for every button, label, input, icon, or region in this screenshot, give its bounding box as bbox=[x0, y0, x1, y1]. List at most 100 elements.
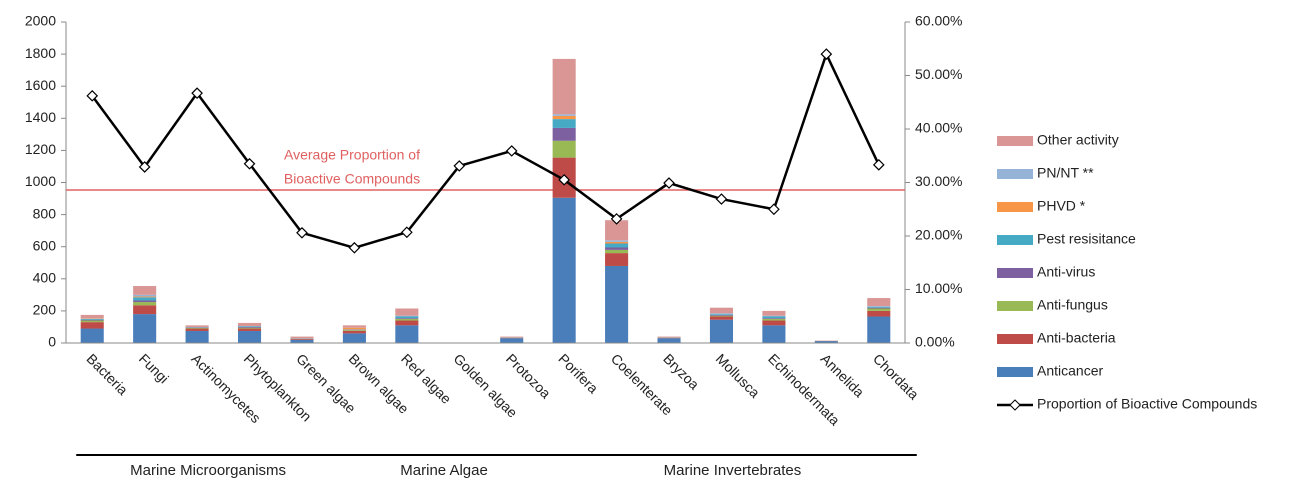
bar-segment bbox=[290, 338, 314, 340]
y2-tick-label: 40.00% bbox=[915, 120, 962, 136]
legend-swatch bbox=[997, 268, 1033, 278]
y2-tick-label: 20.00% bbox=[915, 227, 962, 243]
bar-segment bbox=[709, 315, 734, 317]
line-marker bbox=[296, 226, 308, 239]
line-marker bbox=[872, 158, 885, 171]
bar-segment bbox=[237, 326, 262, 328]
y-tick-label: 0 bbox=[48, 334, 56, 350]
bar-segment bbox=[342, 333, 366, 343]
x-tick-label: Porifera bbox=[555, 350, 601, 396]
bar-segment bbox=[709, 316, 734, 320]
bar-segment bbox=[80, 328, 104, 343]
y-tick-label: 800 bbox=[33, 205, 57, 221]
line-marker bbox=[400, 226, 413, 239]
legend-label: PHVD * bbox=[1037, 198, 1086, 214]
legend-label: Anti-bacteria bbox=[1037, 330, 1116, 346]
bar-segment bbox=[762, 310, 786, 316]
bar-segment bbox=[500, 338, 524, 343]
line-marker bbox=[663, 177, 675, 189]
bar-segment bbox=[133, 302, 157, 306]
y2-tick-label: 10.00% bbox=[915, 280, 962, 296]
bar-segment bbox=[867, 310, 891, 317]
x-tick-label: Annelida bbox=[818, 350, 868, 400]
y-tick-label: 400 bbox=[33, 270, 57, 286]
y2-tick-label: 0.00% bbox=[915, 334, 955, 350]
y-tick-label: 1400 bbox=[25, 109, 56, 125]
y-tick-label: 600 bbox=[33, 237, 57, 253]
bar-segment bbox=[552, 140, 576, 158]
bar-segment bbox=[237, 330, 262, 343]
line-marker bbox=[243, 157, 256, 170]
proportion-line bbox=[91, 50, 880, 250]
line-marker bbox=[768, 203, 780, 216]
bar-segment bbox=[605, 241, 629, 244]
bar-segment bbox=[80, 322, 104, 329]
line-marker bbox=[820, 48, 833, 60]
bar-segment bbox=[605, 243, 629, 248]
bar-segment bbox=[709, 307, 734, 314]
legend-swatch bbox=[997, 235, 1033, 245]
bar-segment bbox=[762, 315, 786, 317]
bar-segment bbox=[395, 308, 419, 316]
average-label: Average Proportion of bbox=[284, 147, 420, 163]
bar-segment bbox=[237, 328, 262, 331]
line-marker bbox=[86, 89, 99, 102]
bar-segment bbox=[762, 318, 786, 321]
line-marker bbox=[348, 241, 361, 254]
bar-segment bbox=[605, 249, 629, 254]
average-label: Bioactive Compounds bbox=[284, 171, 420, 187]
bar-segment bbox=[133, 294, 157, 297]
y-tick-label: 2000 bbox=[25, 13, 56, 29]
bar-segment bbox=[605, 265, 629, 343]
legend-label: Pest resisitance bbox=[1037, 231, 1136, 247]
bar-segment bbox=[133, 300, 157, 303]
legend-label: Anticancer bbox=[1037, 363, 1103, 379]
bar-segment bbox=[395, 325, 419, 343]
bar-segment bbox=[133, 296, 157, 298]
bar-segment bbox=[552, 58, 576, 115]
bar-segment bbox=[395, 318, 419, 321]
bar-segment bbox=[395, 315, 419, 317]
bar-segment bbox=[552, 127, 576, 141]
bar-segment bbox=[605, 253, 629, 266]
bar-segment bbox=[867, 306, 891, 307]
line-marker bbox=[191, 87, 203, 100]
y2-tick-label: 30.00% bbox=[915, 173, 962, 189]
line-marker bbox=[715, 193, 728, 205]
legend-label: Proportion of Bioactive Compounds bbox=[1037, 396, 1257, 412]
bar-segment bbox=[657, 338, 681, 343]
x-tick-label: Red algae bbox=[398, 350, 455, 407]
bar-segment bbox=[709, 314, 734, 316]
bar-segment bbox=[133, 297, 157, 301]
line-marker bbox=[453, 160, 466, 172]
bar-segment bbox=[552, 119, 576, 128]
y-tick-label: 1000 bbox=[25, 173, 56, 189]
bar-segment bbox=[552, 115, 576, 120]
x-tick-label: Bryzoa bbox=[660, 350, 702, 392]
legend-swatch bbox=[997, 169, 1033, 179]
x-tick-label: Bacteria bbox=[83, 350, 131, 398]
bar-segment bbox=[342, 330, 366, 331]
bar-segment bbox=[133, 286, 157, 295]
bar-segment bbox=[237, 326, 262, 327]
bar-segment bbox=[552, 114, 576, 116]
bar-segment bbox=[552, 197, 576, 343]
bar-segment bbox=[290, 339, 314, 343]
bar-segment bbox=[185, 330, 209, 343]
bar-segment bbox=[290, 336, 314, 339]
y2-tick-label: 60.00% bbox=[915, 13, 962, 29]
line-marker bbox=[505, 145, 518, 157]
legend-label: PN/NT ** bbox=[1037, 165, 1094, 181]
legend-label: Anti-virus bbox=[1037, 264, 1095, 280]
bar-segment bbox=[342, 330, 366, 334]
bar-segment bbox=[80, 320, 104, 323]
group-label: Marine Invertebrates bbox=[664, 462, 802, 479]
legend-label: Anti-fungus bbox=[1037, 297, 1108, 313]
legend-swatch bbox=[997, 136, 1033, 146]
legend-marker bbox=[1009, 399, 1021, 411]
bar-segment bbox=[185, 327, 209, 329]
bar-segment bbox=[867, 308, 891, 311]
bar-segment bbox=[395, 316, 419, 319]
bar-segment bbox=[395, 318, 419, 319]
